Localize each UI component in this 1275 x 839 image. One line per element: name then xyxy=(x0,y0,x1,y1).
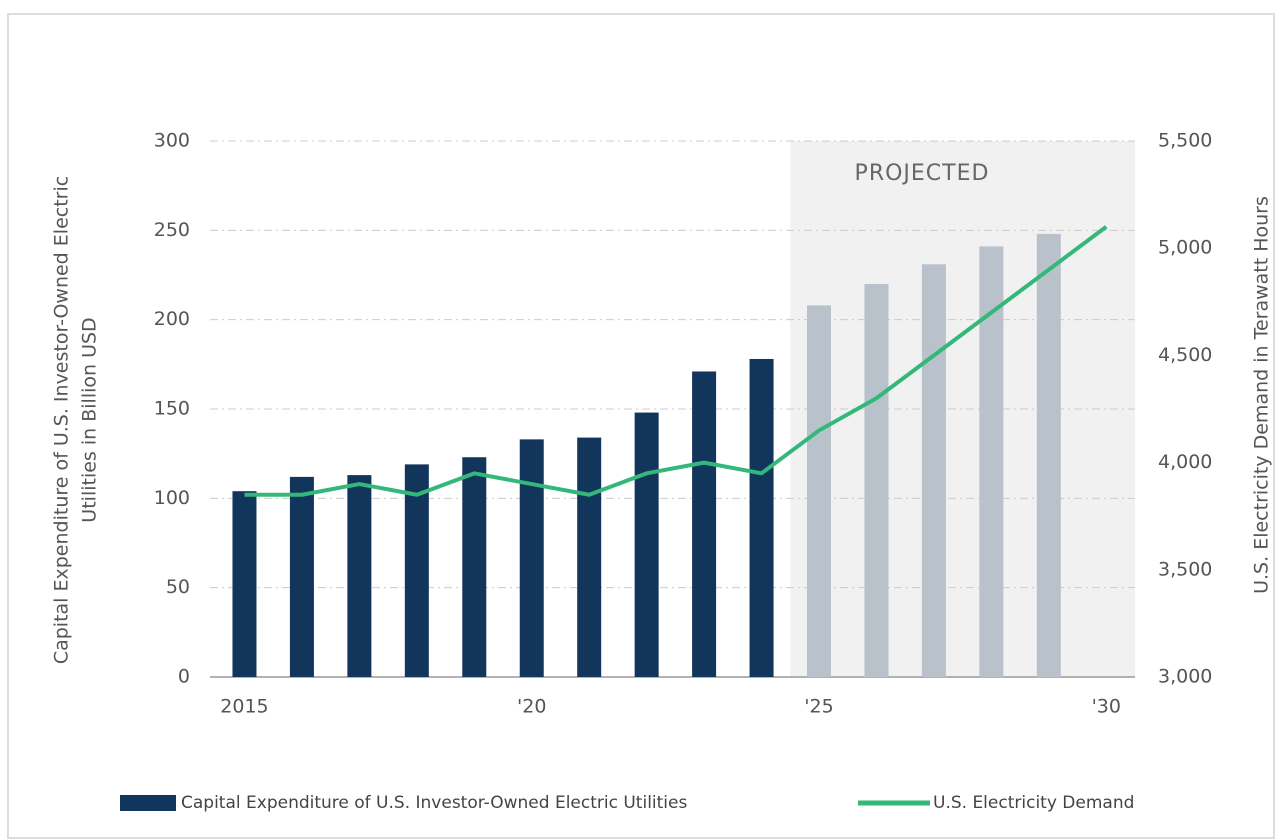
x-tick-label: '30 xyxy=(1092,696,1121,718)
bar xyxy=(921,264,946,677)
y-axis-title: Capital Expenditure of U.S. Investor-Own… xyxy=(51,176,73,664)
y2-axis-title: U.S. Electricity Demand in Terawatt Hour… xyxy=(1251,196,1273,594)
bar xyxy=(289,476,314,677)
background-layer xyxy=(210,140,1135,677)
bar xyxy=(519,439,544,677)
legend-label: U.S. Electricity Demand xyxy=(933,793,1134,813)
x-tick-label: '25 xyxy=(804,696,833,718)
bar xyxy=(634,412,659,677)
y-tick-label: 250 xyxy=(154,219,190,241)
projected-label: PROJECTED xyxy=(855,161,990,186)
y-tick-label: 300 xyxy=(154,130,190,152)
y-axis-title: Utilities in Billion USD xyxy=(79,317,101,522)
x-tick-label: '20 xyxy=(517,696,546,718)
y2-tick-label: 5,000 xyxy=(1158,237,1212,259)
y2-tick-label: 5,500 xyxy=(1158,130,1212,152)
y-tick-label: 100 xyxy=(154,487,190,509)
y-tick-label: 150 xyxy=(154,398,190,420)
y2-tick-label: 4,500 xyxy=(1158,344,1212,366)
legend-swatch xyxy=(120,795,176,811)
bar xyxy=(577,437,602,677)
bar xyxy=(232,491,257,677)
y2-tick-label: 4,000 xyxy=(1158,451,1212,473)
bar xyxy=(462,457,487,677)
bar xyxy=(404,464,429,677)
y-tick-label: 0 xyxy=(178,666,190,688)
y2-tick-label: 3,000 xyxy=(1158,666,1212,688)
bar xyxy=(347,475,372,677)
bar xyxy=(864,283,889,677)
y-tick-label: 200 xyxy=(154,308,190,330)
x-tick-label: 2015 xyxy=(220,696,268,718)
line xyxy=(244,225,1108,497)
bar xyxy=(807,305,832,677)
bar xyxy=(749,358,774,677)
bar xyxy=(692,371,717,677)
y-tick-label: 50 xyxy=(166,576,190,598)
bar xyxy=(1036,233,1061,677)
y2-tick-label: 3,500 xyxy=(1158,558,1212,580)
legend-label: Capital Expenditure of U.S. Investor-Own… xyxy=(181,793,687,813)
